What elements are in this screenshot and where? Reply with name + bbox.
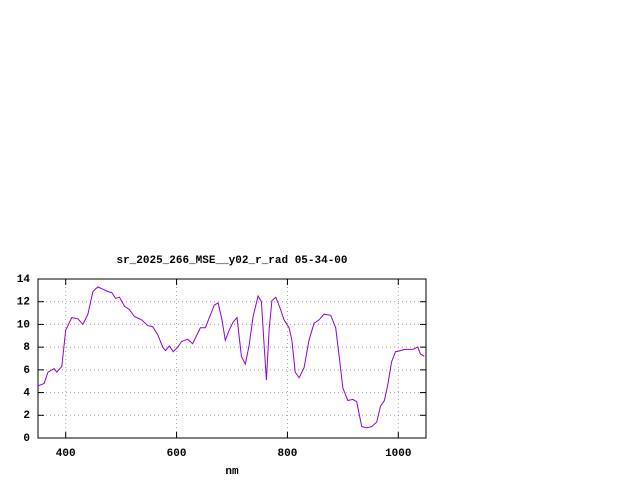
y-tick-label: 14: [17, 274, 31, 286]
y-tick-label: 4: [23, 387, 30, 399]
data-line: [37, 286, 425, 429]
plot-frame: [37, 278, 427, 439]
y-tick-label: 0: [23, 433, 30, 445]
y-tick-label: 6: [23, 365, 30, 377]
y-tick-label: 2: [23, 410, 30, 422]
chart-title: sr_2025_266_MSE__y02_r_rad 05-34-00: [116, 255, 347, 267]
y-tick-label: 8: [23, 342, 30, 354]
x-tick-label: 600: [167, 448, 187, 460]
x-tick-label: 1000: [385, 448, 411, 460]
x-axis-label: nm: [225, 466, 239, 478]
y-tick-label: 12: [17, 297, 30, 309]
x-tick-label: 800: [278, 448, 298, 460]
y-tick-label: 10: [17, 319, 30, 331]
x-tick-label: 400: [56, 448, 76, 460]
